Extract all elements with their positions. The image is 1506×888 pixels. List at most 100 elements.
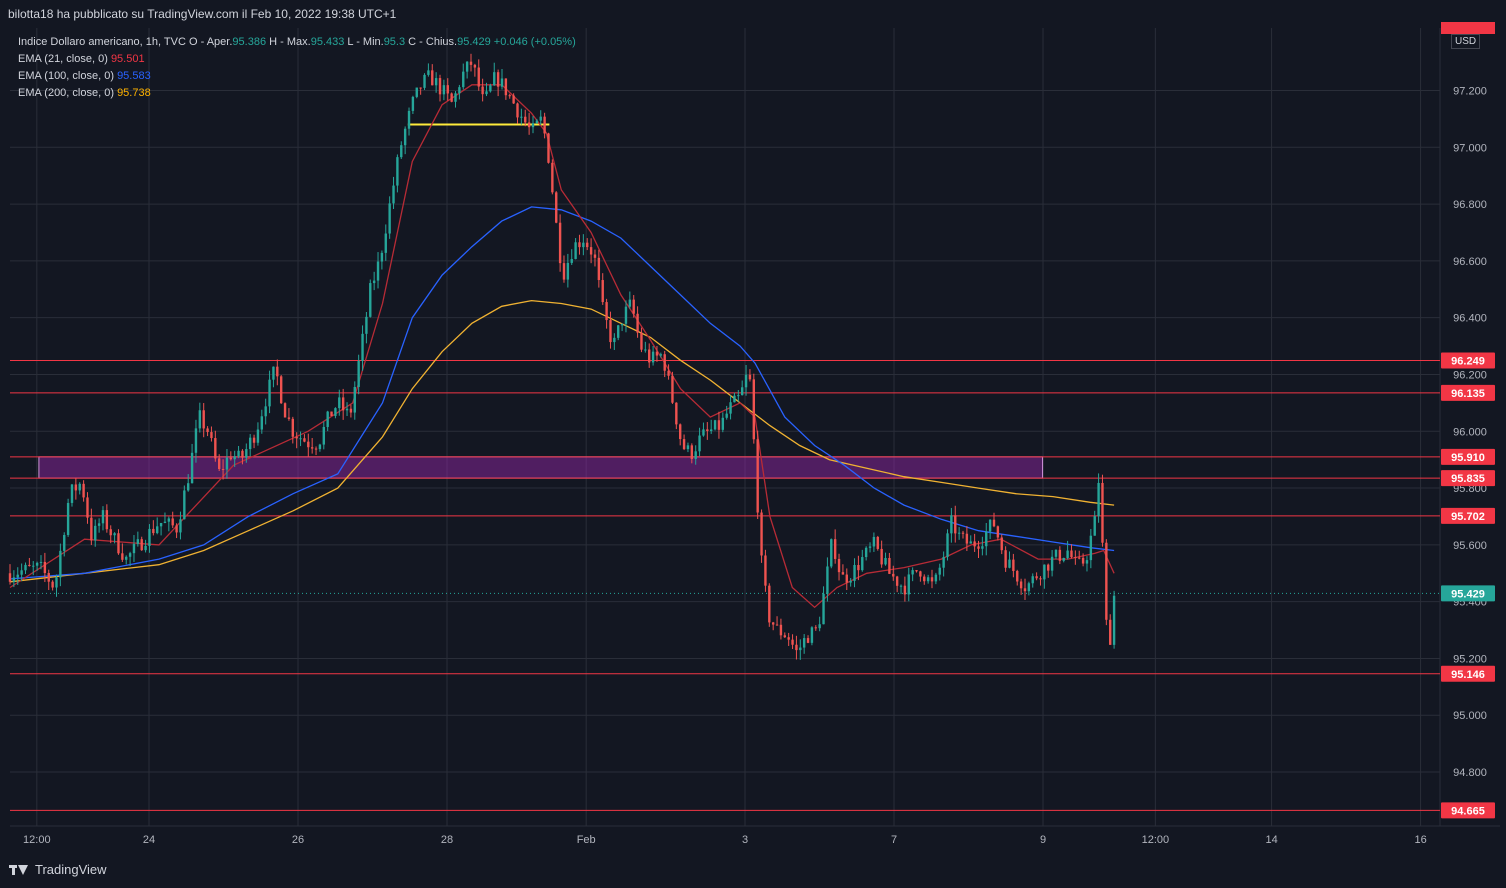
candle-body [349,408,353,413]
candle-body [895,576,899,586]
candlesticks [8,53,1116,660]
candle-body [679,424,682,440]
level-tag-bg [1441,352,1495,369]
time-tick-label: Feb [577,834,596,846]
candle-body [702,429,705,436]
candle-body [43,561,47,574]
candle-body [628,299,632,307]
candle-body [547,133,550,163]
candle-body [1078,557,1081,559]
candle-body [148,528,151,546]
candle-body [179,519,182,533]
candle-body [128,553,132,557]
candle-body [287,417,291,419]
candle-body [934,574,938,582]
price-tick-label: 96.400 [1453,313,1487,325]
candle-body [407,110,411,129]
candle-body [512,95,515,104]
time-tick-label: 7 [891,834,897,846]
candle-body [969,541,972,544]
candle-body [938,567,941,575]
candle-body [880,548,883,565]
candle-body [903,585,907,595]
candle-body [51,581,54,588]
candle-body [864,547,868,558]
ema200-line [9,299,1115,583]
candle-body [586,242,589,248]
candle-body [527,122,531,128]
candle-body [779,624,783,636]
candle-body [721,417,725,430]
candle-body [78,483,81,491]
candle-body [396,157,399,186]
candle-body [462,71,465,88]
currency-button[interactable]: USD [1451,34,1481,49]
candle-body [245,449,248,458]
candle-body [655,351,659,356]
candle-body [737,395,740,397]
candle-body [1000,537,1003,551]
candle-body [1012,559,1015,571]
candle-body [566,262,570,280]
level-tag: 95.146 [1451,669,1485,681]
legend-symbol: Indice Dollaro americano, 1h, TVC [18,36,186,48]
candle-body [473,64,477,68]
candle-body [1027,583,1031,592]
candle-body [24,564,27,571]
candle-body [609,320,612,343]
tradingview-brand[interactable]: TradingView [9,862,107,877]
price-tick-label: 96.800 [1453,199,1487,211]
candle-body [833,539,837,559]
time-tick-label: 3 [742,834,748,846]
candle-body [1019,581,1023,589]
candle-body [233,456,236,460]
candle-body [101,510,105,524]
candle-body [156,526,159,534]
candle-body [334,408,337,416]
candle-body [570,259,573,263]
candle-body [682,439,686,450]
candle-body [152,528,155,534]
candle-body [496,72,500,87]
time-tick-label: 14 [1265,834,1277,846]
candle-body [1031,576,1034,584]
candle-body [1062,557,1065,561]
candle-body [539,116,542,121]
candle-body [125,556,128,560]
level-tag-bg [1441,384,1495,401]
ema21-line [9,84,1115,609]
candle-body [845,574,848,583]
candle-body [380,252,384,262]
resistance-zone [38,456,1044,479]
candle-body [907,574,910,595]
candle-body [39,561,43,563]
candle-body [113,533,116,536]
candle-body [853,564,856,581]
candle-body [876,536,879,549]
legend-ema21-value: 95.501 [110,53,145,65]
brand-name: TradingView [35,862,107,877]
time-tick-label: 24 [143,834,155,846]
candle-body [276,366,279,377]
candle-body [183,490,186,520]
candle-body [446,85,449,94]
candle-body [601,280,604,303]
candle-body [295,436,298,439]
candle-body [892,573,895,577]
candle-body [318,444,322,450]
candle-body [957,532,961,534]
candle-body [744,374,748,388]
legend-open-label: O - Aper. [189,36,233,48]
candle-body [748,374,752,380]
candle-body [1089,535,1093,561]
level-tag: 94.665 [1451,805,1485,817]
legend-ema21-line: EMA (21, close, 0) 95.501 [18,51,576,68]
candle-body [694,451,697,459]
current-price-tag: 95.429 [1451,588,1485,600]
candle-body [783,635,786,638]
price-tick-label: 95.600 [1453,540,1487,552]
candle-body [283,403,287,418]
candle-body [12,577,16,582]
candle-body [884,557,887,565]
